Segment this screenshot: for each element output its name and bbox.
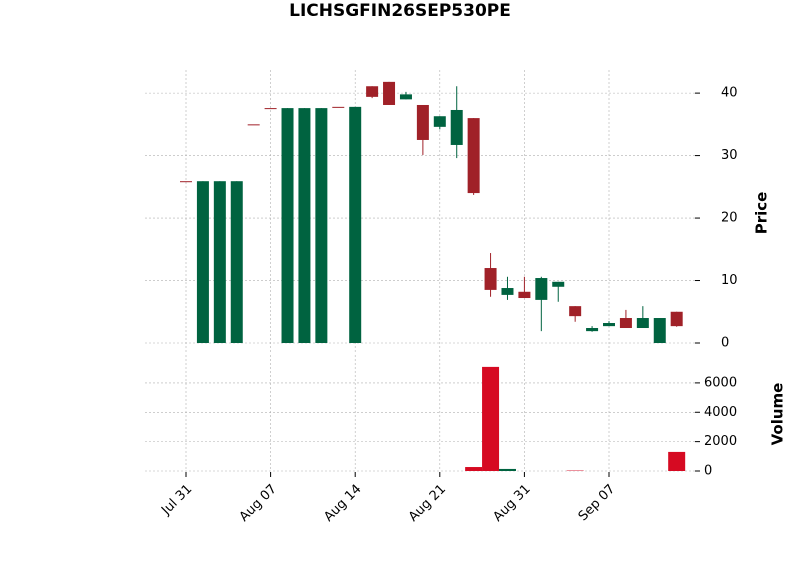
candle-body: [518, 291, 531, 299]
x-tick-label: Aug 31: [491, 482, 534, 525]
y-tick-label: 10: [721, 273, 738, 288]
candle-body: [653, 318, 666, 344]
candle-body: [484, 268, 497, 290]
candle-body: [603, 323, 615, 327]
candle-body: [535, 278, 548, 300]
y-axis-label: Price: [753, 192, 771, 235]
volume-bar: [668, 451, 686, 471]
x-tick-label: Jul 31: [158, 482, 195, 519]
y-tick-label: 30: [721, 148, 738, 163]
candle-body: [247, 124, 260, 126]
candle-body: [366, 86, 379, 97]
candle-body: [349, 106, 362, 344]
volume-bar: [482, 366, 500, 471]
y-tick-label: 40: [721, 86, 738, 101]
y-tick-label: 0: [721, 336, 729, 351]
volume-tick-label: 0: [704, 464, 712, 479]
candle-body: [636, 318, 649, 329]
candle-body: [230, 181, 243, 344]
volume-axis-label: Volume: [769, 383, 787, 446]
x-tick-label: Sep 07: [576, 482, 619, 525]
candle-body: [569, 306, 582, 317]
candle-body: [416, 104, 429, 140]
candle-body: [281, 108, 294, 344]
candle-body: [450, 109, 463, 145]
candle-body: [433, 116, 446, 127]
candle-body: [213, 181, 226, 344]
candle-body: [196, 181, 209, 344]
candle-body: [619, 318, 632, 329]
candle-body: [670, 311, 683, 327]
candle-body: [332, 106, 345, 108]
volume-tick-label: 4000: [704, 405, 737, 420]
volume-tick-label: 6000: [704, 375, 737, 390]
x-tick-label: Aug 14: [321, 482, 364, 525]
candle-body: [383, 81, 396, 105]
candle-body: [467, 118, 480, 194]
candle-body: [315, 108, 328, 344]
x-tick-label: Aug 21: [406, 482, 449, 525]
volume-bar: [465, 467, 483, 471]
candle-body: [264, 108, 277, 110]
y-tick-label: 20: [721, 211, 738, 226]
candle-body: [586, 328, 599, 332]
candle-body: [399, 94, 412, 100]
x-tick-label: Aug 07: [237, 482, 280, 525]
chart-title: LICHSGFIN26SEP530PE: [289, 1, 511, 21]
volume-bar: [498, 468, 516, 471]
candle-body: [180, 181, 192, 183]
candle-body: [552, 281, 565, 287]
volume-tick-label: 2000: [704, 434, 737, 449]
candle-body: [298, 108, 311, 344]
candle-body: [501, 288, 514, 295]
